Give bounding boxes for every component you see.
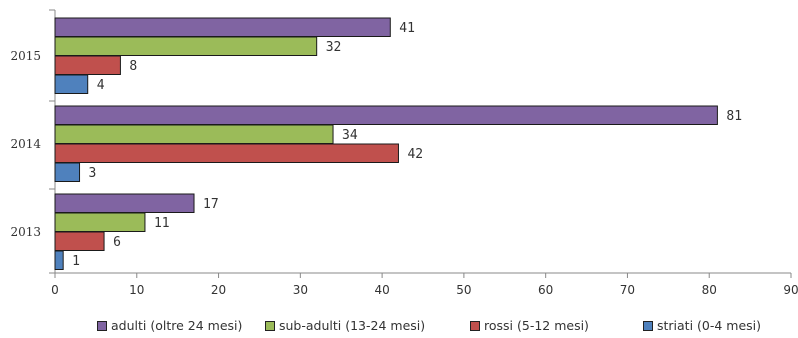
legend-item-4: striati (0-4 mesi) bbox=[643, 318, 761, 333]
x-tick-label: 30 bbox=[293, 283, 308, 297]
y-tick-label-2013: 2013 bbox=[10, 225, 41, 239]
bar-2015-series-1 bbox=[54, 17, 391, 37]
y-tick-label-2014: 2014 bbox=[10, 137, 41, 151]
legend-label: rossi (5-12 mesi) bbox=[484, 318, 589, 333]
x-tick-label: 70 bbox=[620, 283, 635, 297]
legend-label: adulti (oltre 24 mesi) bbox=[111, 318, 243, 333]
x-tick-label: 40 bbox=[374, 283, 389, 297]
data-label: 11 bbox=[154, 216, 170, 231]
data-label: 6 bbox=[113, 235, 121, 250]
bar-2014-series-3 bbox=[54, 143, 399, 163]
legend-swatch bbox=[470, 320, 480, 331]
bar-2015-series-4 bbox=[54, 74, 89, 94]
bar-2015-series-2 bbox=[54, 36, 318, 56]
bar-chart: 0 10 20 30 40 50 60 70 80 90201520142013418117323… bbox=[10, 9, 798, 297]
x-tick-label: 60 bbox=[538, 283, 553, 297]
legend: adulti (oltre 24 mesi) sub-adulti (13-24 … bbox=[0, 318, 798, 334]
bar-2013-series-2 bbox=[54, 212, 146, 232]
y-tick-label-2015: 2015 bbox=[10, 49, 41, 63]
data-label: 3 bbox=[89, 166, 97, 181]
bar-2013-series-4 bbox=[54, 250, 64, 270]
bar-2013-series-3 bbox=[54, 231, 105, 251]
legend-item-3: rossi (5-12 mesi) bbox=[470, 318, 589, 333]
data-label: 4 bbox=[97, 78, 105, 93]
data-label: 32 bbox=[326, 40, 342, 55]
bar-2014-series-4 bbox=[54, 162, 81, 182]
bar-2014-series-1 bbox=[54, 105, 718, 125]
legend-label: striati (0-4 mesi) bbox=[657, 318, 762, 333]
x-tick-label: 0 bbox=[51, 283, 59, 297]
x-tick-label: 90 bbox=[783, 283, 798, 297]
bar-2015-series-3 bbox=[54, 55, 121, 75]
data-label: 42 bbox=[407, 147, 423, 162]
legend-label: sub-adulti (13-24 mesi) bbox=[279, 318, 426, 333]
x-tick-label: 20 bbox=[211, 283, 226, 297]
bar-2014-series-2 bbox=[54, 124, 334, 144]
data-label: 41 bbox=[399, 21, 415, 36]
data-label: 17 bbox=[203, 197, 219, 212]
legend-item-2: sub-adulti (13-24 mesi) bbox=[265, 318, 425, 333]
legend-swatch bbox=[97, 320, 107, 331]
data-label: 81 bbox=[726, 109, 742, 124]
data-label: 34 bbox=[342, 128, 358, 143]
x-tick-label: 10 bbox=[129, 283, 144, 297]
data-label: 1 bbox=[72, 254, 80, 269]
x-tick-label: 80 bbox=[702, 283, 717, 297]
bar-2013-series-1 bbox=[54, 193, 195, 213]
legend-swatch bbox=[643, 320, 653, 331]
x-tick-label: 50 bbox=[456, 283, 471, 297]
legend-swatch bbox=[265, 320, 275, 331]
data-label: 8 bbox=[129, 59, 137, 74]
legend-item-1: adulti (oltre 24 mesi) bbox=[97, 318, 242, 333]
